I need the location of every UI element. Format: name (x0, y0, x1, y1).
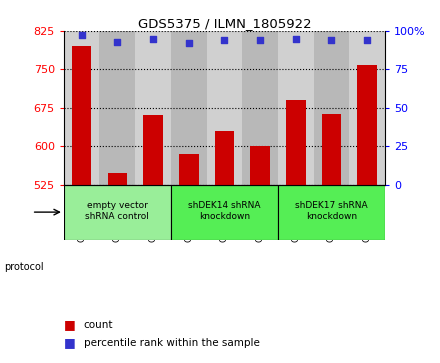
Bar (171, 185, 278, 240)
Bar (206, 31, 242, 185)
Point (328, 37, 335, 43)
Point (150, 36, 157, 41)
Title: GDS5375 / ILMN_1805922: GDS5375 / ILMN_1805922 (138, 17, 311, 30)
Text: shDEK17 shRNA
knockdown: shDEK17 shRNA knockdown (295, 201, 368, 221)
Bar (64, 31, 99, 185)
Bar (349, 31, 385, 185)
Point (185, 40, 192, 46)
Bar (215, 131, 234, 185)
Text: ■: ■ (64, 337, 76, 350)
Bar (64, 185, 171, 240)
Point (78, 33, 85, 38)
Text: ■: ■ (64, 318, 76, 331)
Bar (278, 31, 314, 185)
Bar (171, 31, 206, 185)
Point (292, 36, 299, 41)
Point (114, 39, 121, 45)
Text: shDEK14 shRNA
knockdown: shDEK14 shRNA knockdown (188, 201, 260, 221)
Bar (179, 154, 198, 185)
Bar (143, 115, 163, 185)
Bar (107, 173, 127, 185)
Bar (286, 100, 306, 185)
Bar (322, 114, 341, 185)
Text: protocol: protocol (4, 262, 44, 272)
Text: empty vector
shRNA control: empty vector shRNA control (85, 201, 149, 221)
Text: percentile rank within the sample: percentile rank within the sample (84, 338, 260, 348)
Bar (357, 65, 377, 185)
Bar (278, 185, 385, 240)
Point (257, 37, 264, 43)
Bar (72, 46, 92, 185)
Point (221, 37, 228, 43)
Text: count: count (84, 320, 113, 330)
Bar (250, 146, 270, 185)
Bar (314, 31, 349, 185)
Bar (242, 31, 278, 185)
Point (363, 37, 370, 43)
Bar (135, 31, 171, 185)
Bar (99, 31, 135, 185)
